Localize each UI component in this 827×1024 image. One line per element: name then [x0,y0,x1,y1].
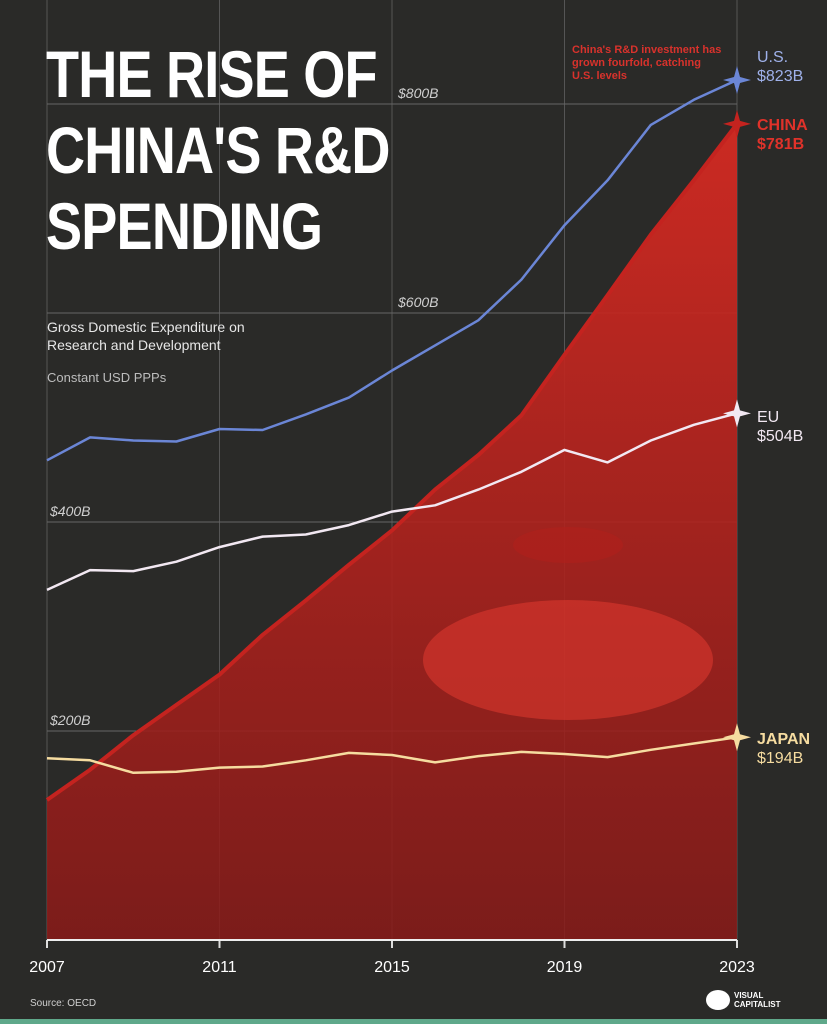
x-tick-label: 2019 [547,959,583,976]
logo-icon [706,990,730,1010]
y-tick-label: $600B [397,294,438,310]
chart-subtitle: Gross Domestic Expenditure on Research a… [47,319,245,353]
x-tick-label: 2011 [202,959,237,976]
y-tick-label: $400B [49,503,90,519]
bottom-bar [0,1019,827,1024]
source-note: Source: OECD [30,998,97,1009]
star-marker-icon [723,65,751,94]
y-tick-label: $800B [397,85,438,101]
label-us: U.S. $823B [757,49,804,85]
label-japan: JAPAN $194B [757,731,811,767]
x-tick-label: 2023 [719,959,755,976]
star-marker-icon [723,109,751,138]
label-eu: EU $504B [757,409,804,445]
petri-dish-illustration [423,527,713,720]
page-title: THE RISE OF CHINA'S R&D SPENDING [46,37,390,263]
x-tick-label: 2015 [374,959,410,976]
x-tick-label: 2007 [29,959,65,976]
annotation: China's R&D investment has grown fourfol… [572,44,722,82]
star-marker-icon [723,399,751,428]
star-marker-icon [723,723,751,752]
brand-logo: VISUAL CAPITALIST [706,990,781,1010]
y-tick-label: $200B [49,712,90,728]
label-china: CHINA $781B [757,117,808,153]
unit-note: Constant USD PPPs [47,370,167,385]
